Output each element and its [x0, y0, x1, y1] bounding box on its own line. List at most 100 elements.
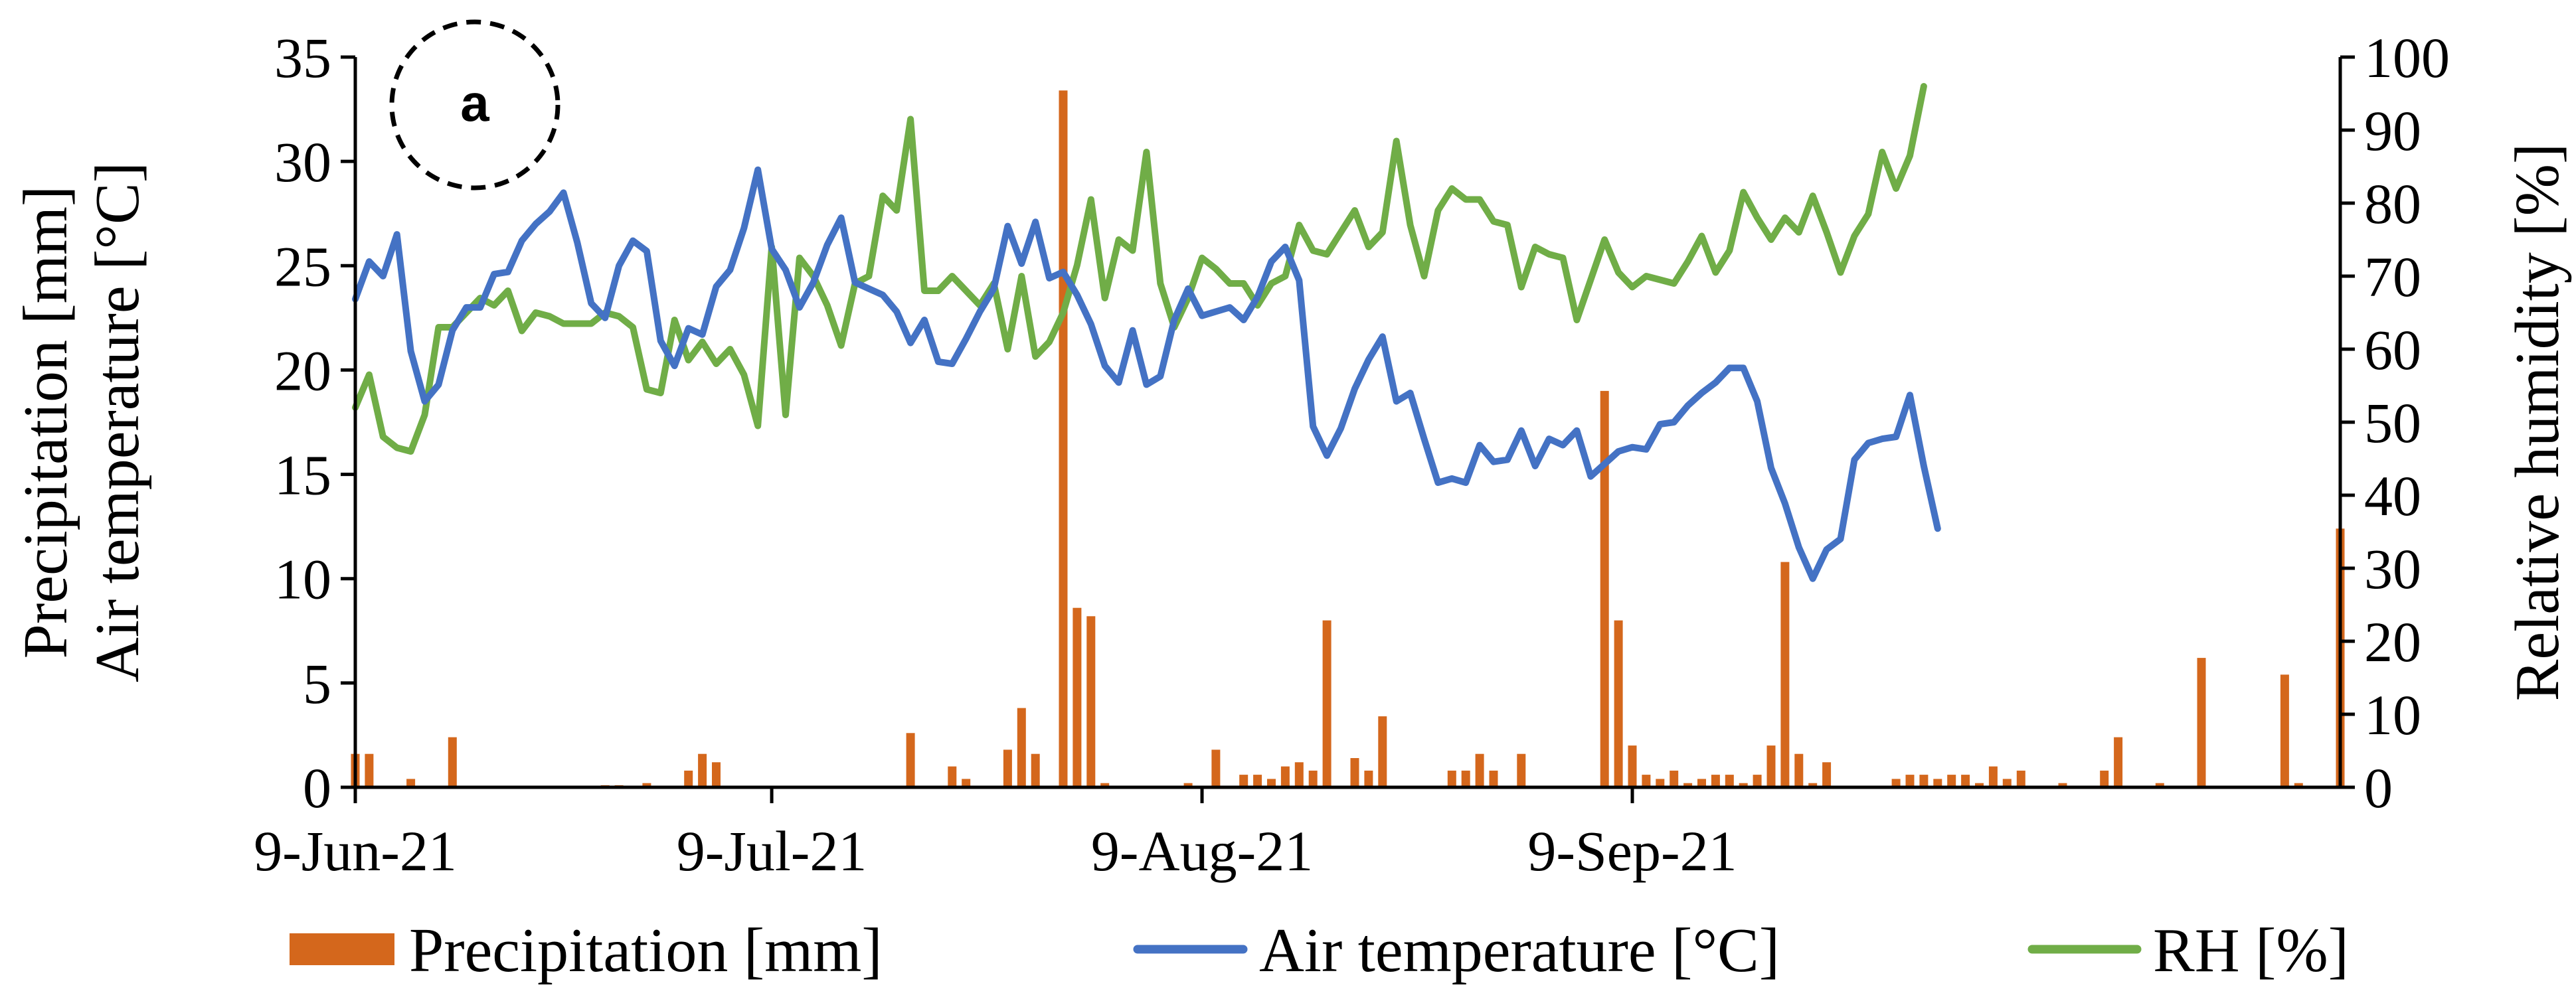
precipitation-bars — [351, 90, 2345, 787]
precipitation-bar — [1975, 783, 1984, 787]
right-tick-label: 50 — [2364, 391, 2421, 455]
left-tick-label: 20 — [274, 339, 331, 402]
legend-swatch-precipitation — [290, 933, 394, 965]
precipitation-bar — [1100, 783, 1110, 787]
precipitation-bar — [448, 737, 457, 787]
precipitation-bar — [1378, 716, 1387, 787]
precipitation-bar — [2197, 658, 2206, 787]
left-ticks: 0 5 10 15 20 25 30 35 — [274, 26, 355, 820]
precipitation-bar — [1031, 753, 1040, 787]
precipitation-bar — [1642, 775, 1651, 787]
precipitation-bar — [1253, 775, 1262, 787]
precipitation-bar — [1697, 779, 1706, 787]
precipitation-bar — [2016, 770, 2025, 787]
x-ticks: 9-Jun-21 9-Jul-21 9-Aug-21 9-Sep-21 — [254, 787, 1737, 883]
left-tick-label: 10 — [274, 548, 331, 611]
precipitation-bar — [1905, 775, 1915, 787]
precipitation-bar — [1183, 783, 1193, 787]
right-axis-title: Relative humidity [%] — [2503, 143, 2572, 702]
precipitation-bar — [1947, 775, 1956, 787]
left-tick-label: 5 — [303, 652, 331, 716]
precipitation-bar — [406, 779, 416, 787]
precipitation-bar — [1086, 616, 1096, 787]
left-axis-title-line2: Air temperature [°C] — [83, 162, 152, 682]
precipitation-bar — [1822, 762, 1832, 787]
precipitation-bar — [1073, 607, 1082, 787]
precipitation-bar — [1739, 783, 1748, 787]
precipitation-bar — [1322, 620, 1331, 787]
precipitation-bar — [1988, 766, 1998, 787]
precipitation-bar — [1933, 779, 1942, 787]
right-tick-label: 0 — [2364, 756, 2393, 820]
precipitation-bar — [1614, 620, 1623, 787]
precipitation-bar — [1003, 749, 1012, 787]
right-tick-label: 60 — [2364, 318, 2421, 382]
precipitation-bar — [948, 766, 957, 787]
precipitation-bar — [1725, 775, 1734, 787]
series-lines — [352, 83, 1941, 582]
precipitation-bar — [712, 762, 721, 787]
precipitation-bar — [1517, 753, 1526, 787]
precipitation-bar — [642, 783, 651, 787]
panel-badge-label: a — [460, 74, 489, 132]
x-tick-label: 9-Sep-21 — [1527, 819, 1737, 883]
panel-badge-circle — [389, 19, 560, 191]
precipitation-bar — [906, 733, 915, 787]
precipitation-bar — [1059, 90, 1068, 787]
x-tick-label: 9-Jul-21 — [677, 819, 867, 883]
panel-badge: a — [389, 19, 560, 191]
precipitation-bar — [2155, 783, 2164, 787]
precipitation-bar — [2002, 779, 2012, 787]
precipitation-bar — [684, 770, 693, 787]
precipitation-bar — [1670, 770, 1679, 787]
right-tick-label: 30 — [2364, 537, 2421, 601]
precipitation-bar — [1891, 779, 1901, 787]
left-tick-label: 30 — [274, 130, 331, 194]
right-tick-label: 70 — [2364, 245, 2421, 309]
axes — [353, 57, 2342, 789]
legend: Precipitation [mm] Air temperature [°C] … — [290, 916, 2349, 985]
right-tick-label: 20 — [2364, 610, 2421, 674]
precipitation-bar — [1628, 745, 1637, 787]
precipitation-bar — [1489, 770, 1498, 787]
precipitation-bar — [2294, 783, 2303, 787]
precipitation-bar — [1239, 775, 1248, 787]
right-tick-label: 90 — [2364, 99, 2421, 163]
precipitation-bar — [2114, 737, 2123, 787]
precipitation-bar — [1600, 390, 1609, 787]
precipitation-bar — [1753, 775, 1762, 787]
precipitation-bar — [962, 779, 971, 787]
left-tick-label: 0 — [303, 756, 331, 820]
precipitation-bar — [1766, 745, 1776, 787]
precipitation-bar — [1961, 775, 1970, 787]
right-tick-label: 100 — [2364, 26, 2450, 90]
precipitation-bar — [1794, 753, 1804, 787]
precipitation-bar — [1364, 770, 1373, 787]
air-temperature-line — [352, 166, 1941, 582]
x-tick-label: 9-Aug-21 — [1091, 819, 1313, 883]
precipitation-bar — [1711, 775, 1720, 787]
x-tick-label: 9-Jun-21 — [254, 819, 457, 883]
left-tick-label: 25 — [274, 234, 331, 298]
right-tick-label: 80 — [2364, 172, 2421, 236]
precipitation-bar — [1017, 708, 1026, 787]
precipitation-bar — [1294, 762, 1304, 787]
legend-label-precipitation: Precipitation [mm] — [409, 916, 883, 985]
precipitation-bar — [1919, 775, 1929, 787]
precipitation-bar — [1447, 770, 1456, 787]
precipitation-bar — [698, 753, 707, 787]
precipitation-bar — [1461, 770, 1470, 787]
precipitation-bar — [1780, 562, 1790, 787]
precipitation-bar — [1211, 749, 1221, 787]
precipitation-bar — [1308, 770, 1318, 787]
precipitation-bar — [1656, 779, 1665, 787]
right-tick-label: 10 — [2364, 683, 2421, 747]
left-tick-label: 15 — [274, 443, 331, 507]
legend-label-rh: RH [%] — [2153, 916, 2349, 985]
precipitation-bar — [1350, 758, 1359, 787]
precipitation-bar — [2100, 770, 2109, 787]
rh-line — [352, 83, 1927, 455]
legend-label-air-temperature: Air temperature [°C] — [1259, 916, 1780, 985]
precipitation-bar — [1475, 753, 1484, 787]
